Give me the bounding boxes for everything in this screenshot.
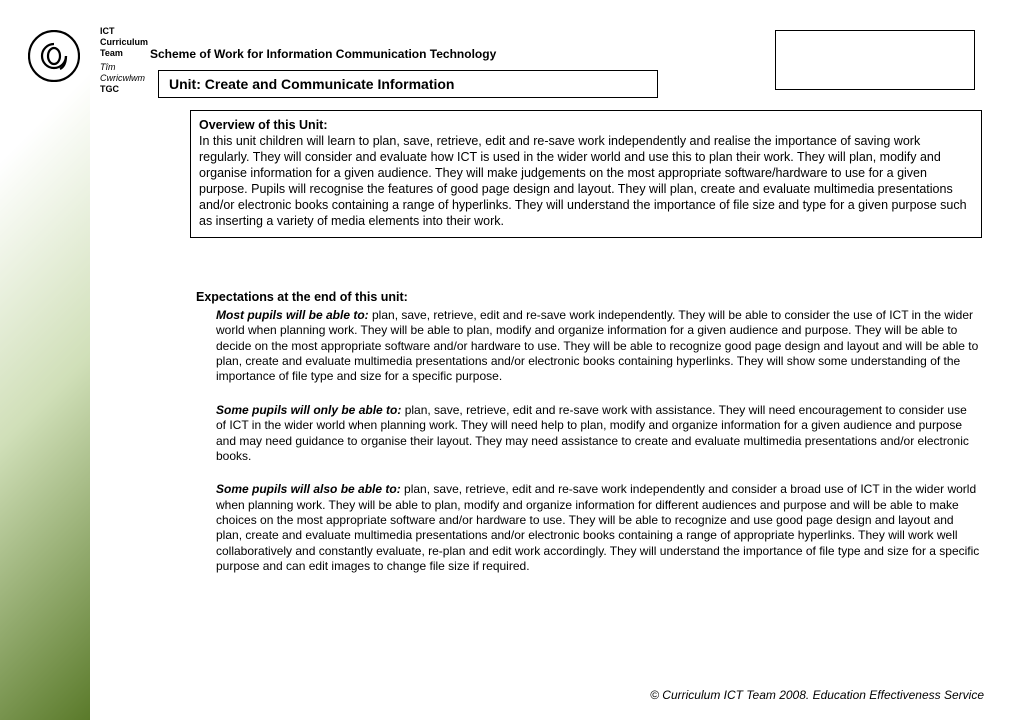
expectations-some-only: Some pupils will only be able to: plan, …	[216, 403, 980, 464]
unit-title-box: Unit: Create and Communicate Information	[158, 70, 658, 98]
at-logo-icon	[28, 30, 80, 82]
lead-some-also: Some pupils will also be able to:	[216, 482, 401, 496]
org-sub-block: Tîm Cwricwlwm TGC	[100, 62, 145, 94]
org-name-block: ICT Curriculum Team	[100, 26, 148, 58]
sub-line: TGC	[100, 84, 145, 95]
lead-most: Most pupils will be able to:	[216, 308, 369, 322]
expectations-title: Expectations at the end of this unit:	[196, 290, 980, 304]
org-line: ICT	[100, 26, 148, 37]
scheme-title: Scheme of Work for Information Communica…	[150, 47, 496, 61]
lead-some-only: Some pupils will only be able to:	[216, 403, 401, 417]
overview-body: In this unit children will learn to plan…	[199, 134, 967, 228]
org-line: Curriculum	[100, 37, 148, 48]
footer-copyright: © Curriculum ICT Team 2008. Education Ef…	[650, 688, 984, 702]
sidebar-gradient	[0, 0, 90, 720]
org-line: Team	[100, 48, 148, 59]
right-empty-box	[775, 30, 975, 90]
unit-title-text: Unit: Create and Communicate Information	[169, 76, 454, 92]
overview-box: Overview of this Unit: In this unit chil…	[190, 110, 982, 238]
expectations-section: Expectations at the end of this unit: Mo…	[196, 290, 980, 592]
overview-title: Overview of this Unit:	[199, 118, 328, 132]
sub-line: Cwricwlwm	[100, 73, 145, 84]
expectations-most: Most pupils will be able to: plan, save,…	[216, 308, 980, 385]
expectations-some-also: Some pupils will also be able to: plan, …	[216, 482, 980, 574]
sub-line: Tîm	[100, 62, 145, 73]
